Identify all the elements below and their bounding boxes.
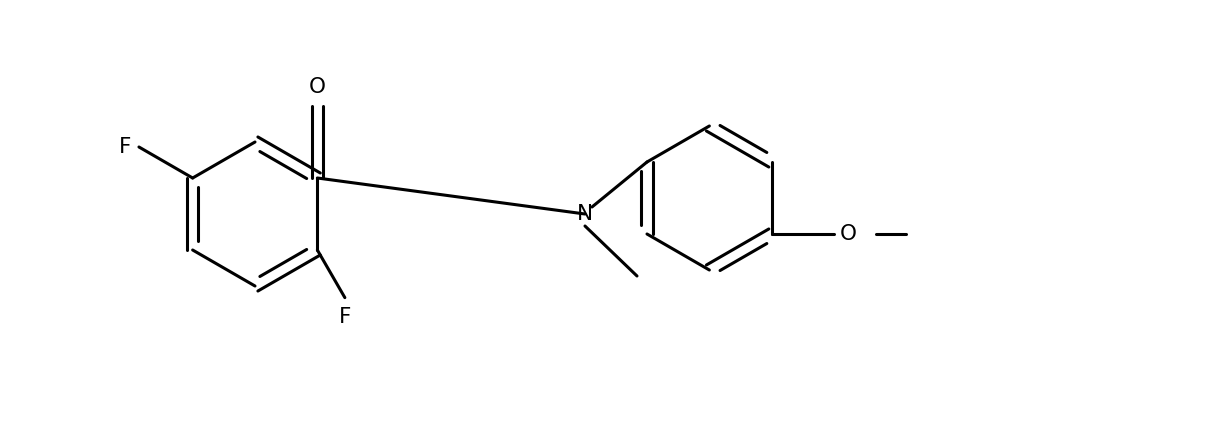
Text: O: O — [309, 77, 326, 97]
Text: N: N — [577, 204, 593, 224]
Text: O: O — [840, 224, 857, 244]
Text: F: F — [338, 306, 351, 327]
Text: F: F — [119, 137, 131, 157]
